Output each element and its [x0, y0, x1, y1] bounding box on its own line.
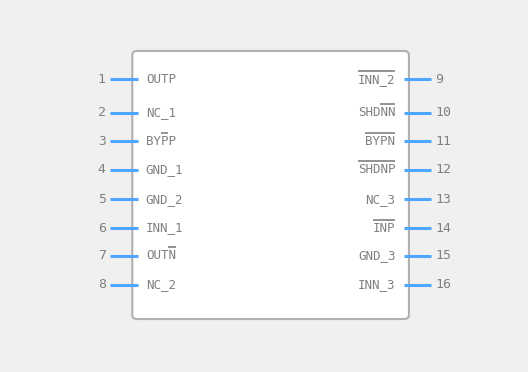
Text: NC_1: NC_1	[146, 106, 176, 119]
Text: 8: 8	[98, 278, 106, 291]
Text: BYPP: BYPP	[146, 135, 176, 148]
Text: 4: 4	[98, 163, 106, 176]
Text: INP: INP	[373, 221, 395, 234]
Text: GND_1: GND_1	[146, 163, 183, 176]
Text: 16: 16	[436, 278, 451, 291]
Text: 2: 2	[98, 106, 106, 119]
Text: 15: 15	[436, 249, 451, 262]
Text: OUTN: OUTN	[146, 249, 176, 262]
Text: 12: 12	[436, 163, 451, 176]
FancyBboxPatch shape	[133, 51, 409, 319]
Text: 6: 6	[98, 221, 106, 234]
Text: SHDNN: SHDNN	[358, 106, 395, 119]
Text: 9: 9	[436, 73, 444, 86]
Text: 14: 14	[436, 221, 451, 234]
Text: 5: 5	[98, 193, 106, 206]
Text: SHDNP: SHDNP	[358, 163, 395, 176]
Text: OUTP: OUTP	[146, 73, 176, 86]
Text: 7: 7	[98, 249, 106, 262]
Text: 10: 10	[436, 106, 451, 119]
Text: GND_3: GND_3	[358, 249, 395, 262]
Text: 3: 3	[98, 135, 106, 148]
Text: INN_3: INN_3	[358, 278, 395, 291]
Text: 11: 11	[436, 135, 451, 148]
Text: NC_3: NC_3	[365, 193, 395, 206]
Text: 13: 13	[436, 193, 451, 206]
Text: BYPN: BYPN	[365, 135, 395, 148]
Text: INN_1: INN_1	[146, 221, 183, 234]
Text: GND_2: GND_2	[146, 193, 183, 206]
Text: INN_2: INN_2	[358, 73, 395, 86]
Text: 1: 1	[98, 73, 106, 86]
Text: NC_2: NC_2	[146, 278, 176, 291]
